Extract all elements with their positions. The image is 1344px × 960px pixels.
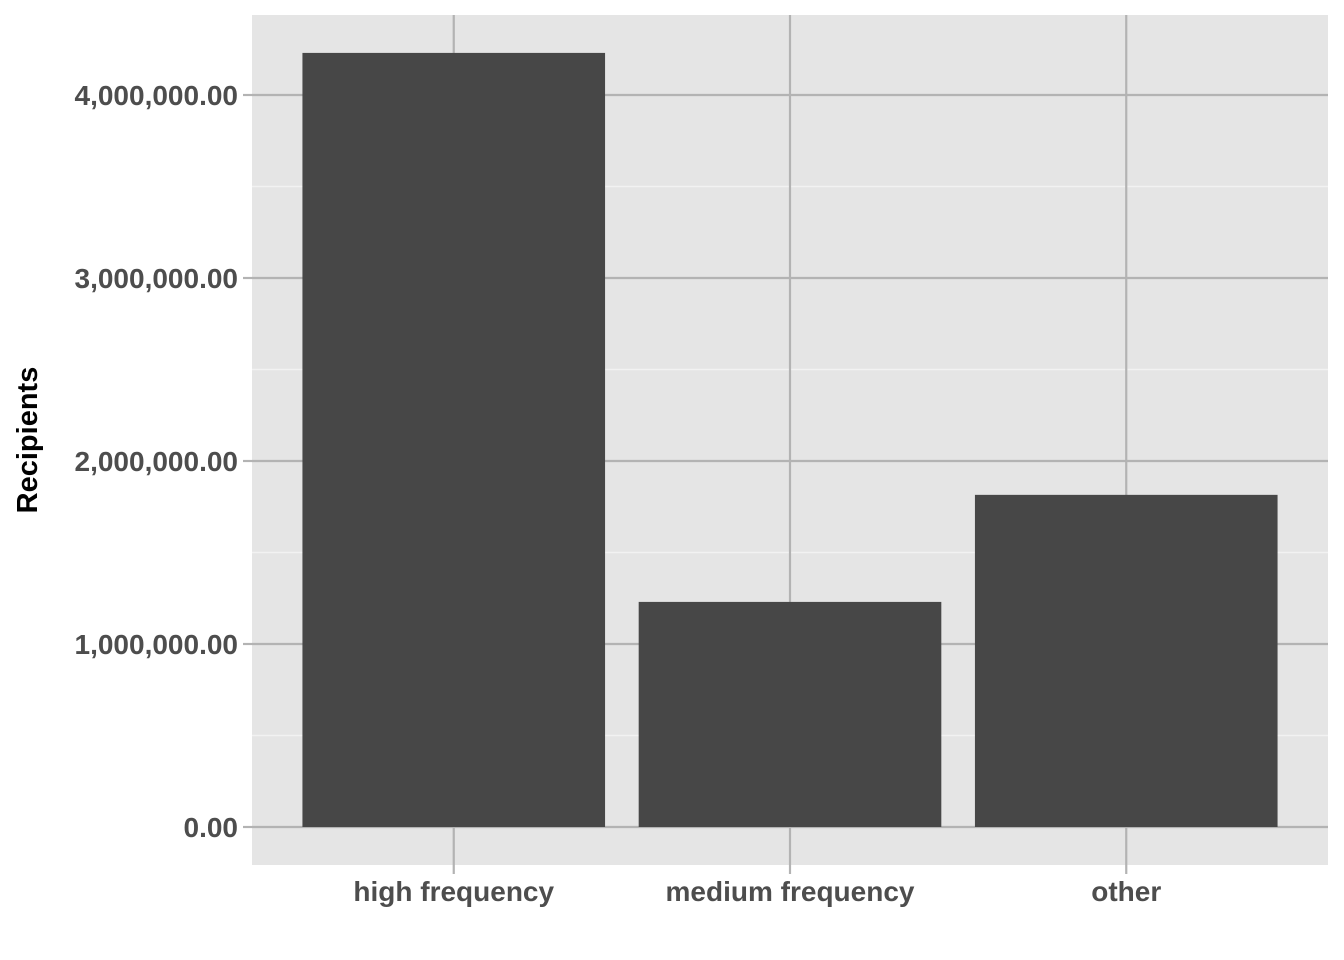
x-tick-label: other <box>1091 876 1161 907</box>
x-tick-label: high frequency <box>353 876 554 907</box>
bar <box>638 601 942 827</box>
y-tick-label: 1,000,000.00 <box>75 629 239 660</box>
y-tick-label: 4,000,000.00 <box>75 80 239 111</box>
y-tick-label: 0.00 <box>184 812 239 843</box>
x-tick-label: medium frequency <box>666 876 915 907</box>
bar <box>974 494 1278 827</box>
y-axis-title: Recipients <box>12 367 44 514</box>
y-tick-label: 3,000,000.00 <box>75 263 239 294</box>
y-axis: 0.00 1,000,000.00 2,000,000.00 3,000,000.00… <box>75 80 252 843</box>
y-tick-label: 2,000,000.00 <box>75 446 239 477</box>
bars <box>302 52 1278 828</box>
x-axis: high frequency medium frequency other <box>353 865 1161 907</box>
bar <box>302 52 606 828</box>
